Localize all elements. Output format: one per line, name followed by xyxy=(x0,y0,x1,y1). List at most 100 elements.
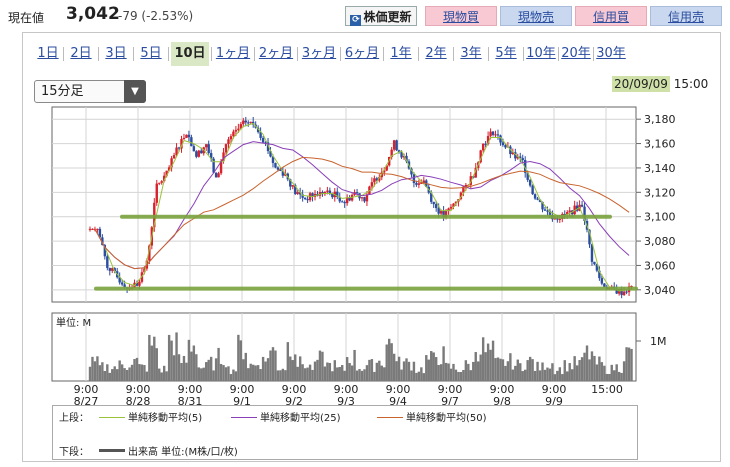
volume-bar xyxy=(348,363,351,381)
volume-bar xyxy=(573,356,576,381)
volume-bar xyxy=(578,360,581,381)
candle-body xyxy=(143,268,146,273)
period-tab-9[interactable]: 1年 xyxy=(390,46,412,61)
volume-bar xyxy=(298,356,302,381)
x-tick-time: 9:00 xyxy=(490,383,515,396)
volume-bar xyxy=(214,358,218,381)
volume-bar xyxy=(528,356,532,381)
volume-bar xyxy=(345,357,349,381)
volume-bar xyxy=(321,351,324,381)
period-tab-10[interactable]: 2年 xyxy=(425,46,447,61)
period-tab-13[interactable]: 10年 xyxy=(526,46,556,61)
period-tab-6[interactable]: 2ヶ月 xyxy=(258,46,294,61)
spot-sell-button[interactable]: 現物売 xyxy=(500,6,572,26)
x-tick-date: 9/9 xyxy=(545,395,563,405)
candle-body xyxy=(160,181,163,183)
volume-bar xyxy=(249,363,252,381)
refresh-price-button[interactable]: ⟳ 株価更新 xyxy=(345,6,417,26)
price-tick-label: 3,120 xyxy=(644,186,676,199)
volume-bar xyxy=(489,349,492,381)
candle-body xyxy=(375,178,379,181)
period-tab-0[interactable]: 1日 xyxy=(37,46,59,61)
x-tick-date: 8/31 xyxy=(178,395,203,405)
volume-bar xyxy=(318,350,322,381)
volume-bar xyxy=(454,369,458,381)
legend-ma25: 単純移動平均(25) xyxy=(231,409,341,424)
volume-bar xyxy=(415,372,418,381)
volume-bar xyxy=(88,366,92,381)
volume-bar xyxy=(116,369,119,381)
period-tab-15[interactable]: 30年 xyxy=(596,46,626,61)
candle-body xyxy=(247,122,250,124)
margin-buy-button[interactable]: 信用買 xyxy=(575,6,647,26)
volume-bar xyxy=(247,368,250,381)
volume-bar xyxy=(331,371,334,381)
candle-body xyxy=(541,201,544,210)
x-tick-date: 9/1 xyxy=(233,395,251,405)
period-tab-8[interactable]: 6ヶ月 xyxy=(344,46,380,61)
candle-body xyxy=(98,228,102,238)
period-tab-2[interactable]: 3日 xyxy=(105,46,127,61)
period-tab-4[interactable]: 10日 xyxy=(171,42,209,66)
volume-bar xyxy=(469,370,472,381)
volume-bar xyxy=(180,363,183,381)
volume-bar xyxy=(464,360,468,381)
candle-body xyxy=(336,191,339,197)
volume-bar xyxy=(548,368,552,381)
period-tab-11[interactable]: 3年 xyxy=(460,46,482,61)
candle-body xyxy=(546,210,549,212)
period-tab-1[interactable]: 2日 xyxy=(70,46,92,61)
volume-bar xyxy=(264,361,267,381)
period-tab-12[interactable]: 5年 xyxy=(495,46,517,61)
period-tab-5[interactable]: 1ヶ月 xyxy=(215,46,251,61)
candle-body xyxy=(106,256,109,268)
x-tick-time: 9:00 xyxy=(542,383,567,396)
volume-bar xyxy=(308,364,312,381)
candle-body xyxy=(462,186,465,193)
volume-bar xyxy=(175,332,178,381)
legend-ma50: 単純移動平均(50) xyxy=(377,409,487,424)
period-tab-7[interactable]: 3ヶ月 xyxy=(301,46,337,61)
volume-bar xyxy=(244,352,247,381)
candle-body xyxy=(118,277,121,283)
ma-line-1 xyxy=(94,141,630,270)
price-tick-label: 3,040 xyxy=(644,284,676,297)
candle-body xyxy=(175,147,178,156)
x-tick-time: 9:00 xyxy=(126,383,151,396)
volume-bar xyxy=(444,362,448,381)
candle-body xyxy=(516,156,519,159)
volume-bar xyxy=(160,372,163,381)
volume-bar xyxy=(558,367,562,381)
volume-bar xyxy=(400,369,403,381)
candle-body xyxy=(296,192,299,194)
candle-body xyxy=(345,197,349,204)
volume-bar xyxy=(259,369,262,381)
candle-body xyxy=(566,212,569,215)
candle-body xyxy=(120,282,124,285)
candle-body xyxy=(449,207,453,209)
volume-bar xyxy=(630,348,633,381)
price-tick-label: 3,180 xyxy=(644,113,676,126)
volume-bar xyxy=(551,363,554,381)
volume-bar xyxy=(388,338,391,381)
volume-bar xyxy=(486,343,490,381)
spot-buy-button[interactable]: 現物買 xyxy=(425,6,497,26)
candle-body xyxy=(224,144,228,153)
volume-bar xyxy=(158,368,161,381)
volume-bar xyxy=(254,365,257,381)
candle-body xyxy=(553,218,557,220)
chevron-down-icon: ▼ xyxy=(124,80,146,103)
volume-bar xyxy=(274,350,277,381)
candle-body xyxy=(528,179,532,186)
period-tab-14[interactable]: 20年 xyxy=(561,46,591,61)
interval-select[interactable]: 15分足 ▼ xyxy=(34,80,146,103)
volume-bar xyxy=(172,355,176,381)
volume-bar xyxy=(370,359,374,381)
candle-body xyxy=(459,192,463,200)
margin-sell-button[interactable]: 信用売 xyxy=(650,6,722,26)
volume-bar xyxy=(232,369,235,381)
volume-bar xyxy=(140,364,144,381)
period-tab-3[interactable]: 5日 xyxy=(140,46,162,61)
volume-bar xyxy=(405,358,408,381)
candle-body xyxy=(261,137,265,143)
